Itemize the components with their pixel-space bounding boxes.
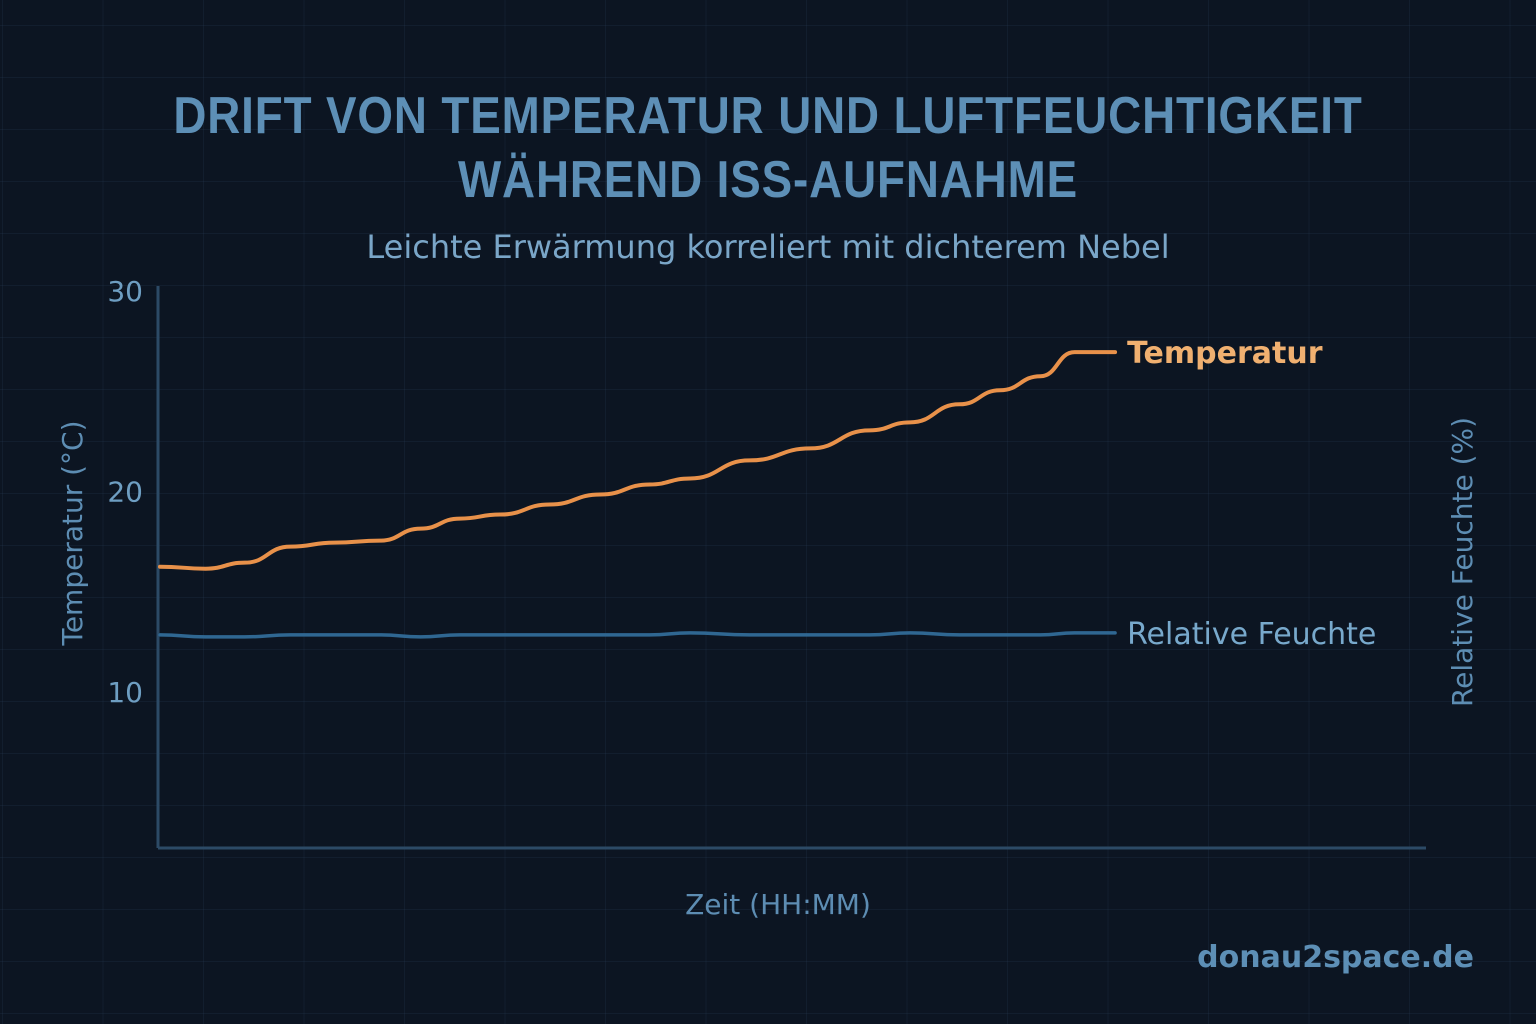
y-axis-right-label: Relative Feuchte (%) [1446, 417, 1479, 707]
y-axis-label: Temperatur (°C) [56, 420, 89, 646]
humidity-series-label: Relative Feuchte [1127, 617, 1376, 652]
chart-subtitle: Leichte Erwärmung korreliert mit dichter… [366, 228, 1170, 266]
x-axis-label: Zeit (HH:MM) [685, 888, 871, 921]
temperature-series-line [158, 350, 1118, 571]
y-tick-label: 20 [107, 476, 143, 509]
chart-title-line-2: WÄHREND ISS-AUFNAHME [457, 151, 1079, 209]
chart-title: DRIFT VON TEMPERATUR UND LUFTFEUCHTIGKEI… [0, 84, 1536, 212]
y-tick-label: 30 [107, 275, 143, 308]
temperature-series-label: Temperatur [1127, 336, 1323, 371]
website-footer: donau2space.de [1197, 940, 1474, 975]
humidity-series-line [158, 631, 1117, 639]
chart-title-line-1: DRIFT VON TEMPERATUR UND LUFTFEUCHTIGKEI… [173, 87, 1363, 145]
y-tick-label: 10 [107, 676, 143, 709]
